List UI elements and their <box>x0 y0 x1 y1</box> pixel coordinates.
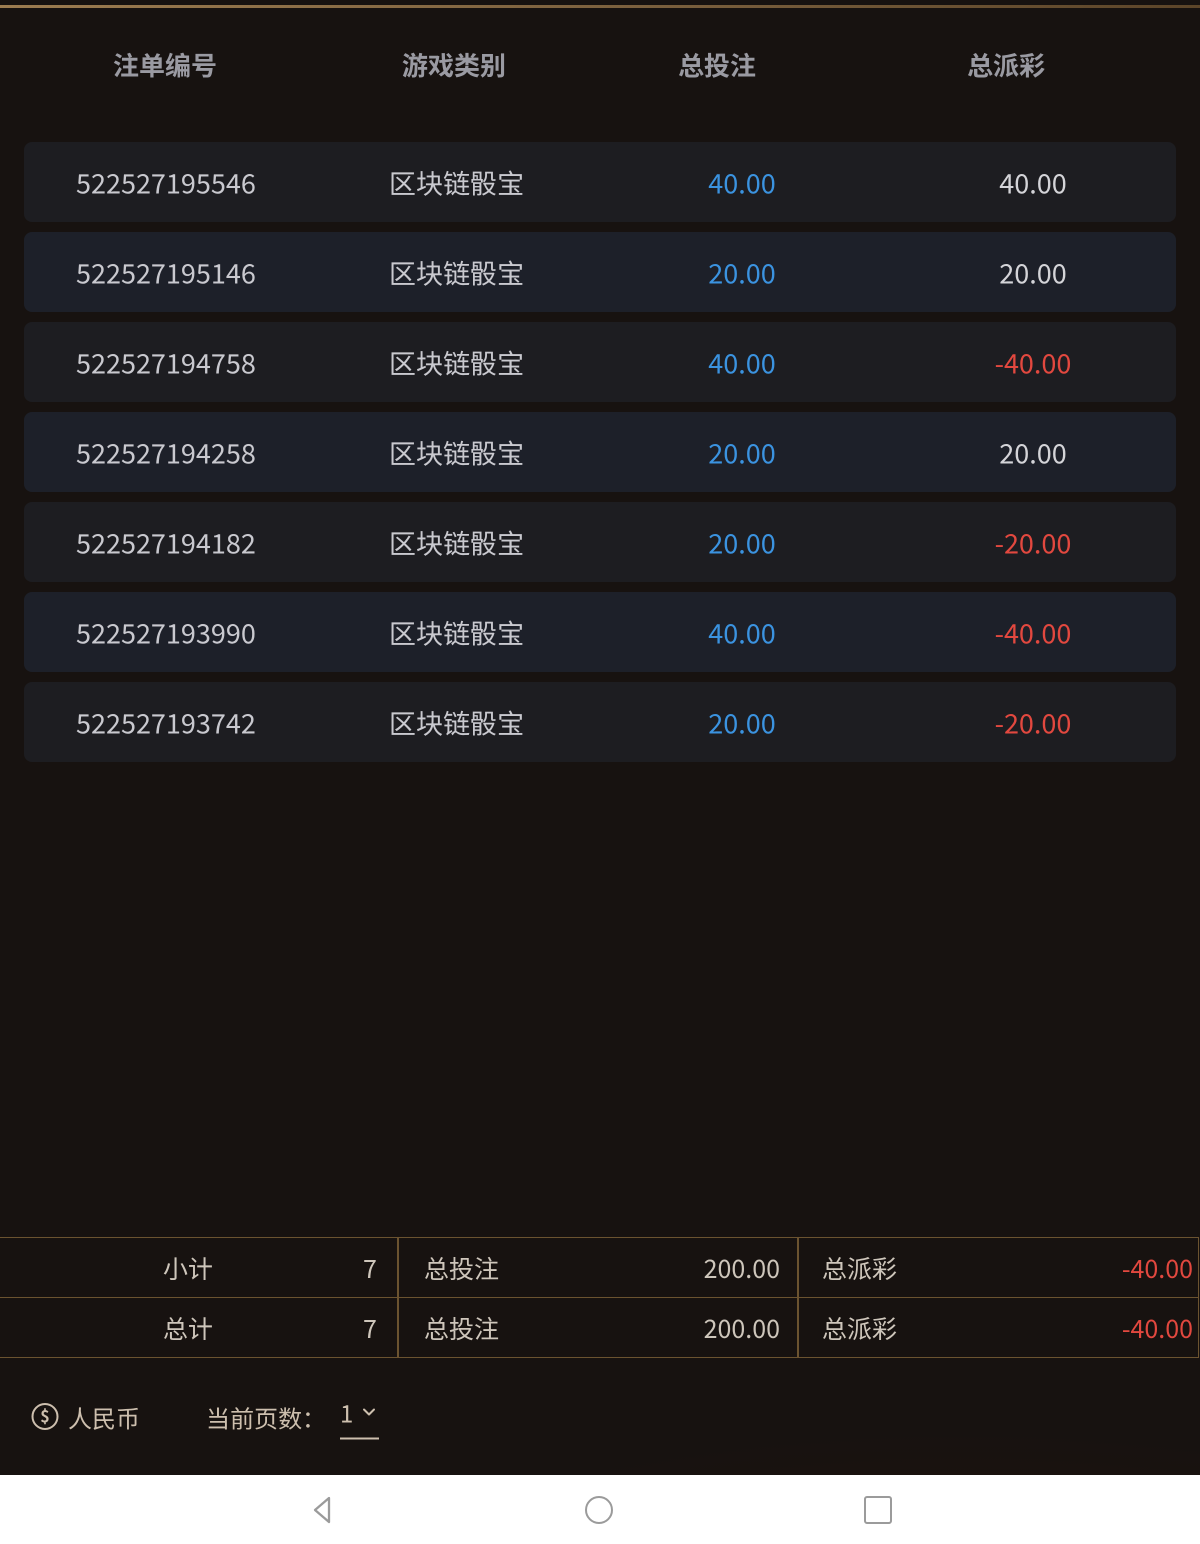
svg-text:$: $ <box>40 1404 49 1428</box>
